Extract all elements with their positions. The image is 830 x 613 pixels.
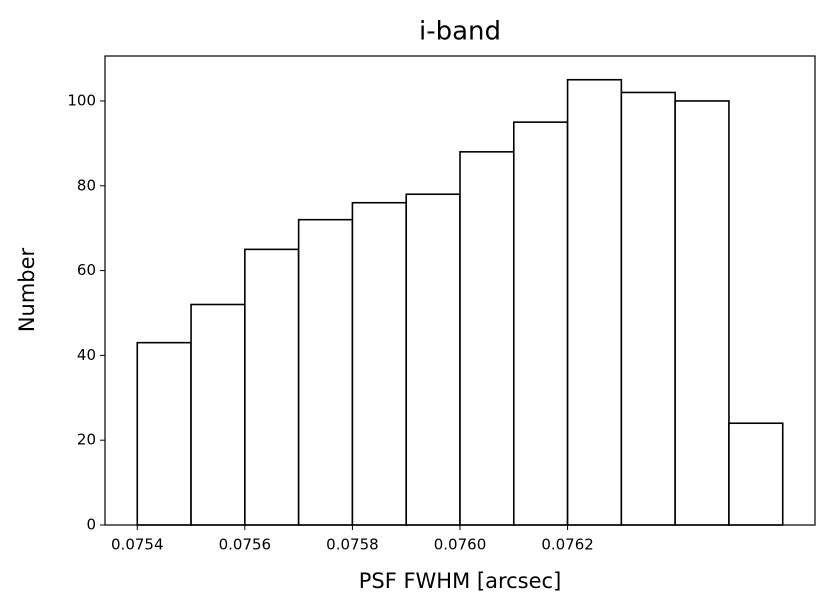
x-tick-label: 0.0760 [434, 536, 487, 554]
x-tick-label: 0.0754 [111, 536, 164, 554]
bar [244, 248, 300, 526]
y-tick-label: 0 [86, 516, 96, 534]
bar [405, 193, 461, 526]
y-tick-label: 100 [67, 91, 96, 109]
x-tick-label: 0.0762 [541, 536, 594, 554]
y-tick-label: 20 [77, 431, 96, 449]
x-axis-label: PSF FWHM [arcsec] [359, 569, 562, 593]
bar [351, 201, 408, 526]
bar [512, 121, 569, 526]
y-tick-label: 60 [77, 261, 96, 279]
bar [136, 341, 192, 526]
y-tick-label: 80 [77, 176, 96, 194]
bar [190, 303, 246, 526]
chart-title: i-band [419, 17, 501, 47]
bar [674, 100, 730, 526]
bar [566, 78, 623, 526]
bar [459, 151, 515, 526]
x-tick-label: 0.0758 [326, 536, 379, 554]
bar [620, 91, 676, 526]
bar [728, 422, 784, 526]
bar [297, 218, 354, 526]
x-tick-label: 0.0756 [219, 536, 272, 554]
y-tick-label: 40 [77, 346, 96, 364]
y-axis-label: Number [15, 247, 39, 332]
